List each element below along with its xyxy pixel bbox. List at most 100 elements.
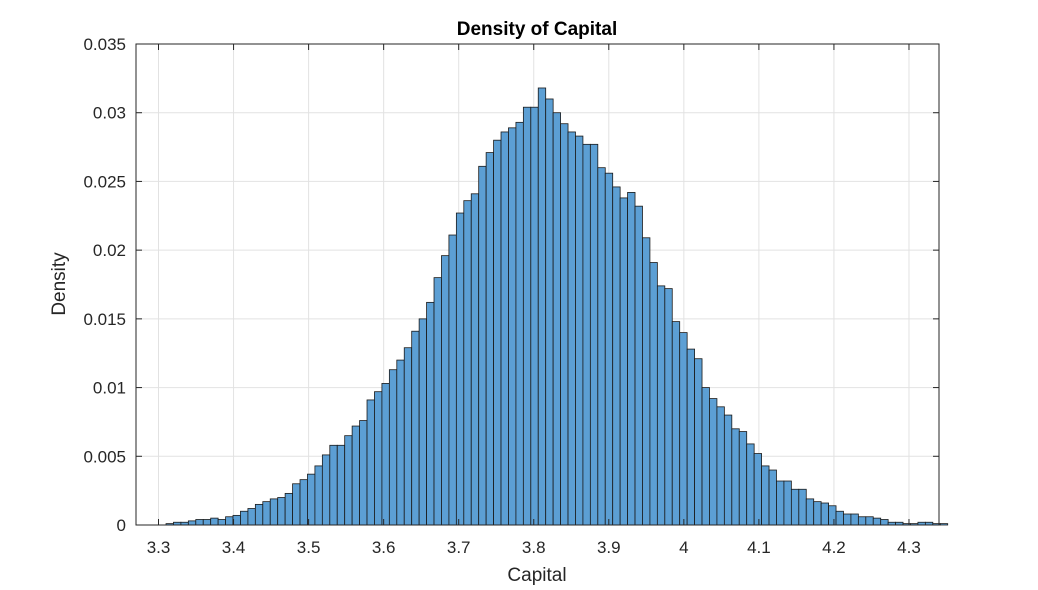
- y-tick-label: 0.02: [93, 241, 126, 260]
- histogram-bar: [656, 285, 666, 526]
- histogram-bar: [403, 347, 413, 526]
- histogram-bar: [448, 234, 457, 526]
- histogram-bar: [530, 106, 539, 526]
- histogram-bar: [664, 288, 673, 526]
- histogram-bar: [359, 420, 368, 526]
- histogram-bar: [366, 399, 375, 526]
- x-tick-label: 4.2: [822, 538, 846, 557]
- x-tick-label: 3.4: [222, 538, 246, 557]
- histogram-bar: [671, 321, 681, 526]
- x-tick-label: 4.1: [747, 538, 771, 557]
- histogram-bar: [418, 318, 427, 526]
- chart-title: Density of Capital: [457, 19, 617, 40]
- histogram-bar: [723, 414, 733, 526]
- histogram-bar: [478, 165, 487, 526]
- histogram-bar: [597, 167, 606, 526]
- histogram-bar: [426, 301, 435, 526]
- histogram-bar: [321, 454, 331, 526]
- x-tick-label: 4: [679, 538, 688, 557]
- x-tick-label: 4.3: [897, 538, 921, 557]
- histogram-bar: [746, 443, 755, 526]
- y-tick-label: 0.015: [83, 310, 126, 329]
- histogram-bar: [470, 193, 480, 526]
- histogram-bars: [165, 87, 949, 526]
- histogram-bar: [187, 520, 197, 526]
- histogram-bar: [753, 453, 762, 526]
- histogram-bar: [411, 330, 420, 526]
- y-tick-label: 0.035: [83, 35, 126, 54]
- histogram-bar: [939, 523, 949, 526]
- histogram-bar: [500, 131, 509, 526]
- histogram-bar: [820, 502, 829, 526]
- histogram-bar: [560, 123, 569, 526]
- histogram-bar: [865, 516, 874, 526]
- histogram-bar: [813, 501, 822, 526]
- histogram-bar: [790, 488, 800, 526]
- histogram-bar: [642, 237, 651, 526]
- histogram-bar: [694, 358, 703, 526]
- histogram-bar: [805, 498, 815, 526]
- y-tick-label: 0.005: [83, 447, 126, 466]
- histogram-bar: [686, 348, 695, 526]
- histogram-bar: [843, 513, 852, 526]
- x-tick-label: 3.5: [297, 538, 321, 557]
- x-tick-label: 3.9: [597, 538, 621, 557]
- x-tick-label: 3.6: [372, 538, 396, 557]
- histogram-bar: [336, 444, 346, 526]
- histogram-bar: [396, 359, 405, 526]
- histogram-bar: [225, 516, 234, 526]
- y-tick-label: 0: [117, 516, 126, 535]
- histogram-bar: [709, 398, 718, 526]
- histogram-bar: [880, 519, 889, 526]
- histogram-bar: [828, 505, 837, 526]
- histogram-bar: [798, 488, 807, 526]
- histogram-bar: [210, 517, 219, 526]
- histogram-bar: [493, 139, 502, 526]
- histogram-bar: [679, 332, 688, 526]
- histogram-bar: [269, 498, 279, 526]
- histogram-bar: [552, 112, 561, 526]
- histogram-bar: [232, 514, 241, 526]
- x-tick-label: 3.8: [522, 538, 546, 557]
- histogram-bar: [277, 497, 286, 526]
- histogram-bar: [537, 87, 547, 526]
- histogram-bar: [195, 519, 204, 526]
- histogram-bar: [716, 406, 725, 526]
- histogram-bar: [217, 519, 226, 526]
- histogram-bar: [307, 473, 316, 526]
- histogram-bar: [567, 131, 576, 526]
- histogram-bar: [247, 508, 256, 526]
- histogram-bar: [582, 143, 591, 526]
- histogram-bar: [344, 435, 353, 526]
- y-axis-tick-labels: 0 0.005 0.01 0.015 0.02 0.025 0.03 0.035: [83, 35, 126, 535]
- y-tick-label: 0.025: [83, 172, 126, 191]
- histogram-bar: [299, 479, 308, 526]
- histogram-bar: [284, 492, 293, 526]
- x-tick-label: 3.7: [447, 538, 471, 557]
- histogram-bar: [619, 197, 628, 526]
- histogram-bar: [262, 501, 271, 526]
- histogram-bar: [835, 510, 844, 526]
- histogram-bar: [508, 127, 517, 526]
- y-tick-label: 0.03: [93, 104, 126, 123]
- x-axis-tick-labels: 3.3 3.4 3.5 3.6 3.7 3.8 3.9 4 4.1 4.2 4.3: [147, 538, 921, 557]
- histogram-bar: [649, 262, 658, 526]
- histogram-bar: [761, 465, 770, 526]
- histogram-bar: [634, 205, 643, 526]
- histogram-bar: [202, 519, 212, 526]
- histogram-bar: [388, 369, 398, 526]
- histogram-bar: [857, 516, 867, 526]
- histogram-bar: [701, 387, 710, 526]
- histogram-bar: [433, 277, 442, 526]
- axis-ticks: [136, 43, 939, 526]
- histogram-bar: [240, 510, 249, 526]
- histogram-bar: [292, 483, 301, 526]
- histogram-bar: [351, 425, 360, 526]
- plot-frame: [135, 43, 940, 526]
- histogram-bar: [515, 121, 524, 526]
- histogram-bar: [254, 503, 264, 526]
- x-tick-label: 3.3: [147, 538, 171, 557]
- histogram-bar: [731, 428, 740, 526]
